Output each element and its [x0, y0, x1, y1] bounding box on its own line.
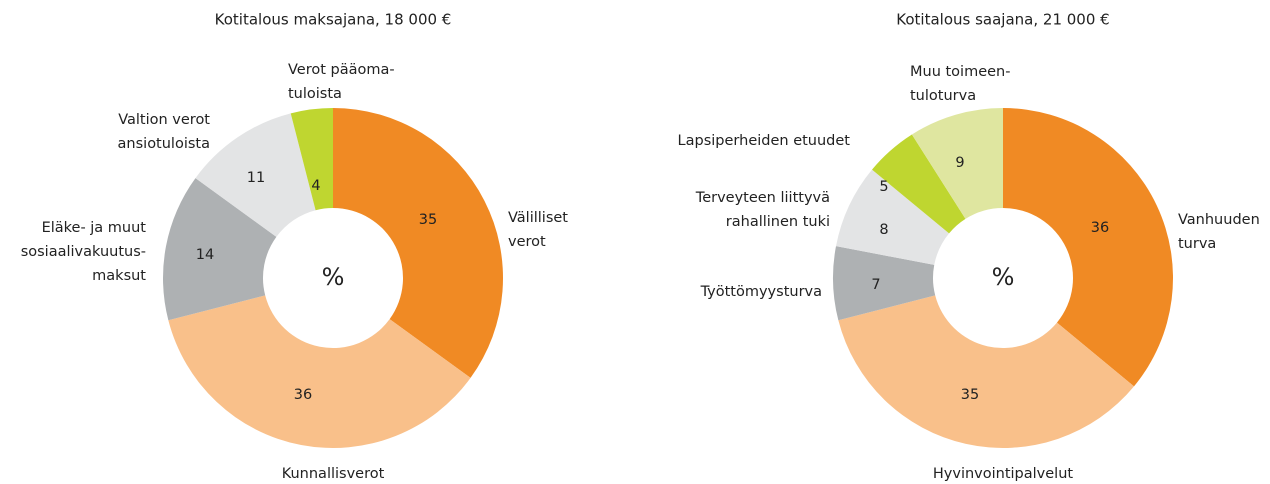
slice-label: Hyvinvointipalvelut [933, 466, 1074, 482]
value-label: 35 [419, 212, 437, 228]
slice-label: Vanhuuden turva [1178, 212, 1260, 252]
value-label: 8 [879, 222, 888, 238]
donut-slice [836, 169, 950, 265]
donut-slice [163, 178, 277, 321]
slice-label-line: Vanhuuden [1178, 212, 1260, 228]
donut-slice [833, 246, 936, 321]
slice-label-line: ansiotuloista [118, 136, 210, 152]
slice-label-line: Valtion verot [118, 112, 210, 128]
chart-title: Kotitalous maksajana, 18 000 € [215, 11, 452, 29]
slice-label: Muu toimeen-tuloturva [910, 64, 1010, 104]
slice-label-line: tuloturva [910, 88, 976, 104]
slice-label-line: Muu toimeen- [910, 64, 1010, 80]
value-label: 35 [961, 387, 979, 403]
donut-slice [168, 295, 471, 448]
slice-label-line: Työttömyysturva [700, 284, 822, 300]
slice-label: Lapsiperheiden etuudet [678, 133, 851, 149]
slice-label: Eläke- ja muut sosiaalivakuutus-maksut [21, 220, 147, 284]
slice-label-line: maksut [92, 268, 146, 284]
donut-slice [1003, 108, 1173, 387]
slice-label-line: turva [1178, 236, 1216, 252]
slice-label-line: tuloista [288, 86, 342, 102]
donut-slice [872, 134, 966, 234]
slice-label-line: Terveyteen liittyvä [695, 190, 830, 206]
slice-label-line: Hyvinvointipalvelut [933, 466, 1074, 482]
donut-slice [838, 295, 1134, 448]
slice-label: Valtion verot ansiotuloista [118, 112, 211, 152]
value-label: 36 [294, 387, 312, 403]
slice-label-line: rahallinen tuki [726, 214, 830, 230]
slice-label-line: verot [508, 234, 546, 250]
value-label: 4 [311, 178, 320, 194]
slice-label-line: Lapsiperheiden etuudet [678, 133, 851, 149]
slice-label-line: Verot pääoma- [288, 62, 395, 78]
slice-label-line: Eläke- ja muut [42, 220, 147, 236]
donut-slice [333, 108, 504, 378]
slice-label: Työttömyysturva [700, 284, 822, 300]
center-label: % [992, 263, 1015, 291]
value-label: 11 [247, 170, 265, 186]
donut-slice [911, 108, 1003, 219]
slice-label: Verot pääoma-tuloista [288, 62, 395, 102]
donut-slice [290, 108, 333, 211]
value-label: 36 [1091, 220, 1109, 236]
slice-label: Kunnallisverot [282, 466, 385, 482]
value-label: 5 [879, 179, 888, 195]
slice-label: Välilliset verot [508, 210, 568, 250]
slice-label-line: sosiaalivakuutus- [21, 244, 146, 260]
slice-label-line: Välilliset [508, 210, 568, 226]
slice-label: Terveyteen liittyvä rahallinen tuki [695, 190, 830, 230]
chart-title: Kotitalous saajana, 21 000 € [896, 11, 1109, 29]
value-label: 9 [955, 155, 964, 171]
donut-slice [195, 113, 316, 237]
value-label: 7 [871, 277, 880, 293]
center-label: % [322, 263, 345, 291]
value-label: 14 [196, 247, 214, 263]
slice-label-line: Kunnallisverot [282, 466, 385, 482]
